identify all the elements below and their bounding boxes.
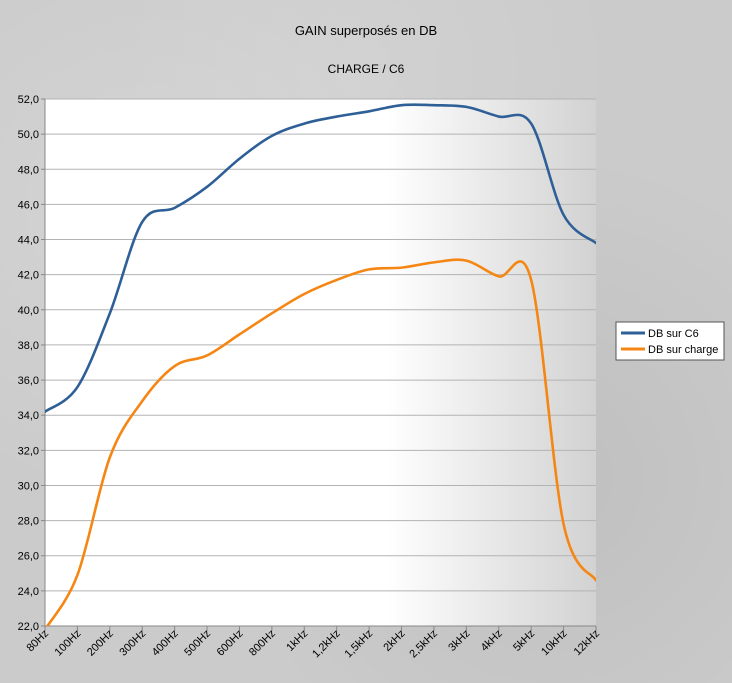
x-tick-label: 100Hz <box>53 628 84 659</box>
x-tick-label: 3kHz <box>446 628 472 654</box>
chart-title: GAIN superposés en DB <box>295 23 437 38</box>
legend-label-db-sur-charge: DB sur charge <box>648 344 718 356</box>
y-tick-label: 32,0 <box>18 445 39 457</box>
x-tick-label: 5kHz <box>511 628 537 654</box>
y-tick-label: 36,0 <box>18 375 39 387</box>
y-tick-label: 22,0 <box>18 621 39 633</box>
x-tick-label: 1,2kHz <box>310 628 343 661</box>
y-tick-label: 50,0 <box>18 129 39 141</box>
chart-subtitle: CHARGE / C6 <box>328 62 405 76</box>
y-tick-label: 42,0 <box>18 270 39 282</box>
series-line-db-sur-c6 <box>45 103 596 413</box>
x-tick-label: 1,5kHz <box>343 628 376 661</box>
y-tick-label: 26,0 <box>18 551 39 563</box>
y-tick-label: 34,0 <box>18 410 39 422</box>
x-tick-label: 4kHz <box>479 628 505 654</box>
y-tick-label: 48,0 <box>18 164 39 176</box>
series-line-db-sur-charge <box>45 258 596 626</box>
x-tick-label: 800Hz <box>247 628 278 659</box>
x-tick-label: 1kHz <box>284 628 310 654</box>
x-tick-label: 2,5kHz <box>407 628 440 661</box>
y-tick-label: 28,0 <box>18 516 39 528</box>
x-tick-label: 10kHz <box>539 628 570 659</box>
x-tick-label: 2kHz <box>381 628 407 654</box>
x-tick-label: 12kHz <box>572 628 603 659</box>
x-tick-label: 300Hz <box>117 628 148 659</box>
y-tick-label: 52,0 <box>18 94 39 106</box>
legend: DB sur C6 DB sur charge <box>615 321 725 361</box>
y-tick-label: 24,0 <box>18 586 39 598</box>
x-tick-label: 200Hz <box>85 628 116 659</box>
y-tick-label: 46,0 <box>18 199 39 211</box>
y-tick-label: 30,0 <box>18 480 39 492</box>
legend-box <box>615 321 725 361</box>
y-tick-label: 44,0 <box>18 235 39 247</box>
x-tick-label: 400Hz <box>150 628 181 659</box>
gridlines <box>45 98 596 627</box>
plot-area <box>45 99 596 626</box>
legend-label-db-sur-c6: DB sur C6 <box>648 328 699 340</box>
x-tick-label: 500Hz <box>182 628 213 659</box>
y-tick-label: 38,0 <box>18 340 39 352</box>
x-tick-label: 600Hz <box>215 628 246 659</box>
series-lines <box>45 103 596 626</box>
y-tick-label: 40,0 <box>18 305 39 317</box>
